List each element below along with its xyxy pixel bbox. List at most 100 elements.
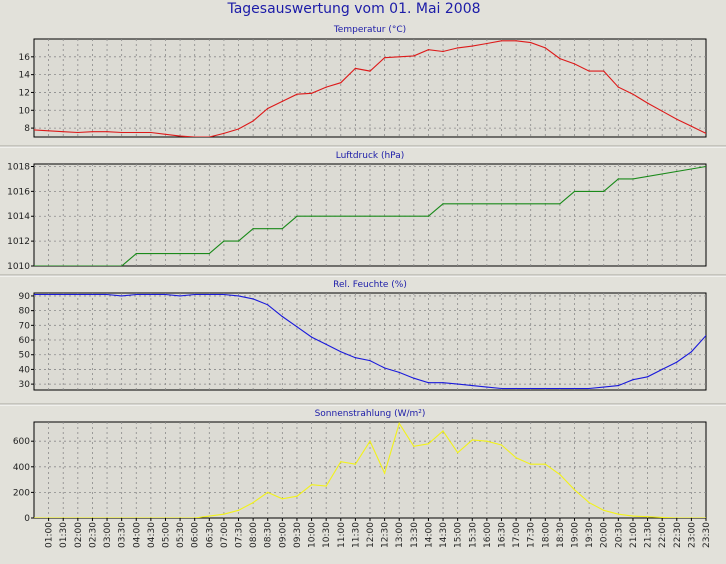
plot-area — [33, 292, 707, 391]
y-tick-label: 0 — [24, 514, 30, 524]
x-tick-label: 03:00 — [103, 522, 113, 548]
x-tick-label: 10:30 — [322, 522, 332, 548]
y-tick-label: 40 — [19, 365, 31, 375]
x-tick-label: 18:00 — [541, 522, 551, 548]
data-point — [252, 120, 254, 122]
data-point — [559, 387, 561, 390]
y-tick-label: 50 — [19, 351, 31, 361]
data-point — [544, 47, 546, 49]
y-tick-label: 16 — [19, 53, 31, 63]
chart-panel-4: Sonnenstrahlung (W/m²) 0 200 400 600 — [0, 403, 726, 524]
y-tick-label: 400 — [13, 463, 30, 473]
data-point — [427, 382, 429, 384]
data-point — [676, 517, 678, 518]
chart-title: Rel. Feuchte (%) — [333, 280, 407, 290]
data-point — [413, 377, 415, 379]
data-point — [48, 130, 50, 132]
time-axis: 01:00 01:30 02:00 02:30 03:00 03:30 04:00 04:30… — [45, 518, 712, 548]
y-tick-label: 14 — [19, 71, 31, 81]
y-tick-label: 1014 — [7, 212, 30, 222]
data-point — [179, 295, 181, 297]
data-point — [442, 203, 444, 205]
data-point — [530, 42, 532, 44]
data-point — [194, 136, 196, 137]
data-point — [457, 47, 459, 49]
data-point — [559, 473, 561, 476]
data-point — [194, 517, 196, 518]
data-point — [208, 293, 210, 296]
data-point — [530, 463, 532, 465]
data-point — [427, 443, 429, 445]
data-point — [34, 293, 35, 296]
data-point — [340, 351, 342, 353]
data-point — [617, 86, 619, 88]
data-point — [705, 335, 706, 337]
data-point — [34, 265, 35, 266]
data-point — [34, 129, 35, 131]
data-point — [164, 293, 167, 296]
data-point — [384, 57, 386, 59]
y-tick-label: 1016 — [7, 187, 30, 197]
data-point — [632, 93, 634, 95]
data-point — [135, 253, 137, 255]
data-point — [413, 55, 415, 57]
data-point — [515, 457, 517, 459]
data-point — [647, 376, 649, 378]
y-tick-label: 30 — [19, 380, 31, 390]
data-point — [164, 517, 167, 518]
data-point — [281, 228, 283, 230]
data-point — [354, 357, 356, 359]
y-tick-label: 8 — [24, 124, 30, 134]
data-point — [150, 517, 152, 518]
chart-panel-2: Luftdruck (hPa) 1010 1012 1014 1016 1018 — [0, 145, 726, 272]
data-point — [413, 445, 415, 447]
data-point — [121, 131, 123, 134]
data-point — [603, 190, 605, 192]
x-tick-label: 21:00 — [629, 522, 639, 548]
x-tick-label: 19:00 — [571, 522, 581, 548]
data-point — [106, 131, 108, 133]
data-point — [281, 498, 283, 500]
data-point — [544, 463, 546, 465]
data-point — [311, 484, 313, 486]
x-tick-label: 11:00 — [337, 522, 347, 548]
data-point — [48, 517, 50, 518]
data-point — [62, 293, 64, 296]
data-point — [500, 387, 503, 390]
data-point — [500, 40, 503, 42]
data-point — [179, 517, 181, 518]
report-title: Tagesauswertung vom 01. Mai 2008 — [226, 1, 480, 17]
data-point — [150, 293, 152, 296]
x-tick-label: 06:30 — [205, 522, 215, 548]
x-tick-label: 03:30 — [118, 522, 128, 548]
data-point — [237, 295, 240, 297]
data-point — [661, 368, 663, 370]
data-point — [573, 190, 576, 192]
data-point — [325, 343, 327, 345]
series-line — [34, 165, 706, 266]
data-point — [427, 215, 429, 217]
data-point — [398, 56, 400, 58]
x-tick-label: 14:30 — [439, 522, 449, 548]
data-point — [617, 385, 619, 387]
data-point — [150, 131, 152, 134]
data-point — [237, 128, 240, 130]
x-tick-label: 20:30 — [614, 522, 624, 548]
data-point — [530, 387, 532, 390]
chart-title: Luftdruck (hPa) — [336, 151, 405, 161]
x-tick-label: 17:30 — [527, 522, 537, 548]
data-point — [135, 131, 137, 134]
data-point — [369, 70, 371, 72]
data-point — [296, 93, 298, 95]
data-point — [471, 385, 473, 387]
data-point — [471, 439, 473, 441]
data-point — [91, 293, 93, 296]
data-point — [223, 240, 225, 242]
x-tick-label: 09:30 — [293, 522, 303, 548]
data-point — [603, 509, 605, 511]
data-point — [267, 304, 269, 306]
data-point — [281, 315, 283, 318]
x-tick-label: 05:30 — [176, 522, 186, 548]
